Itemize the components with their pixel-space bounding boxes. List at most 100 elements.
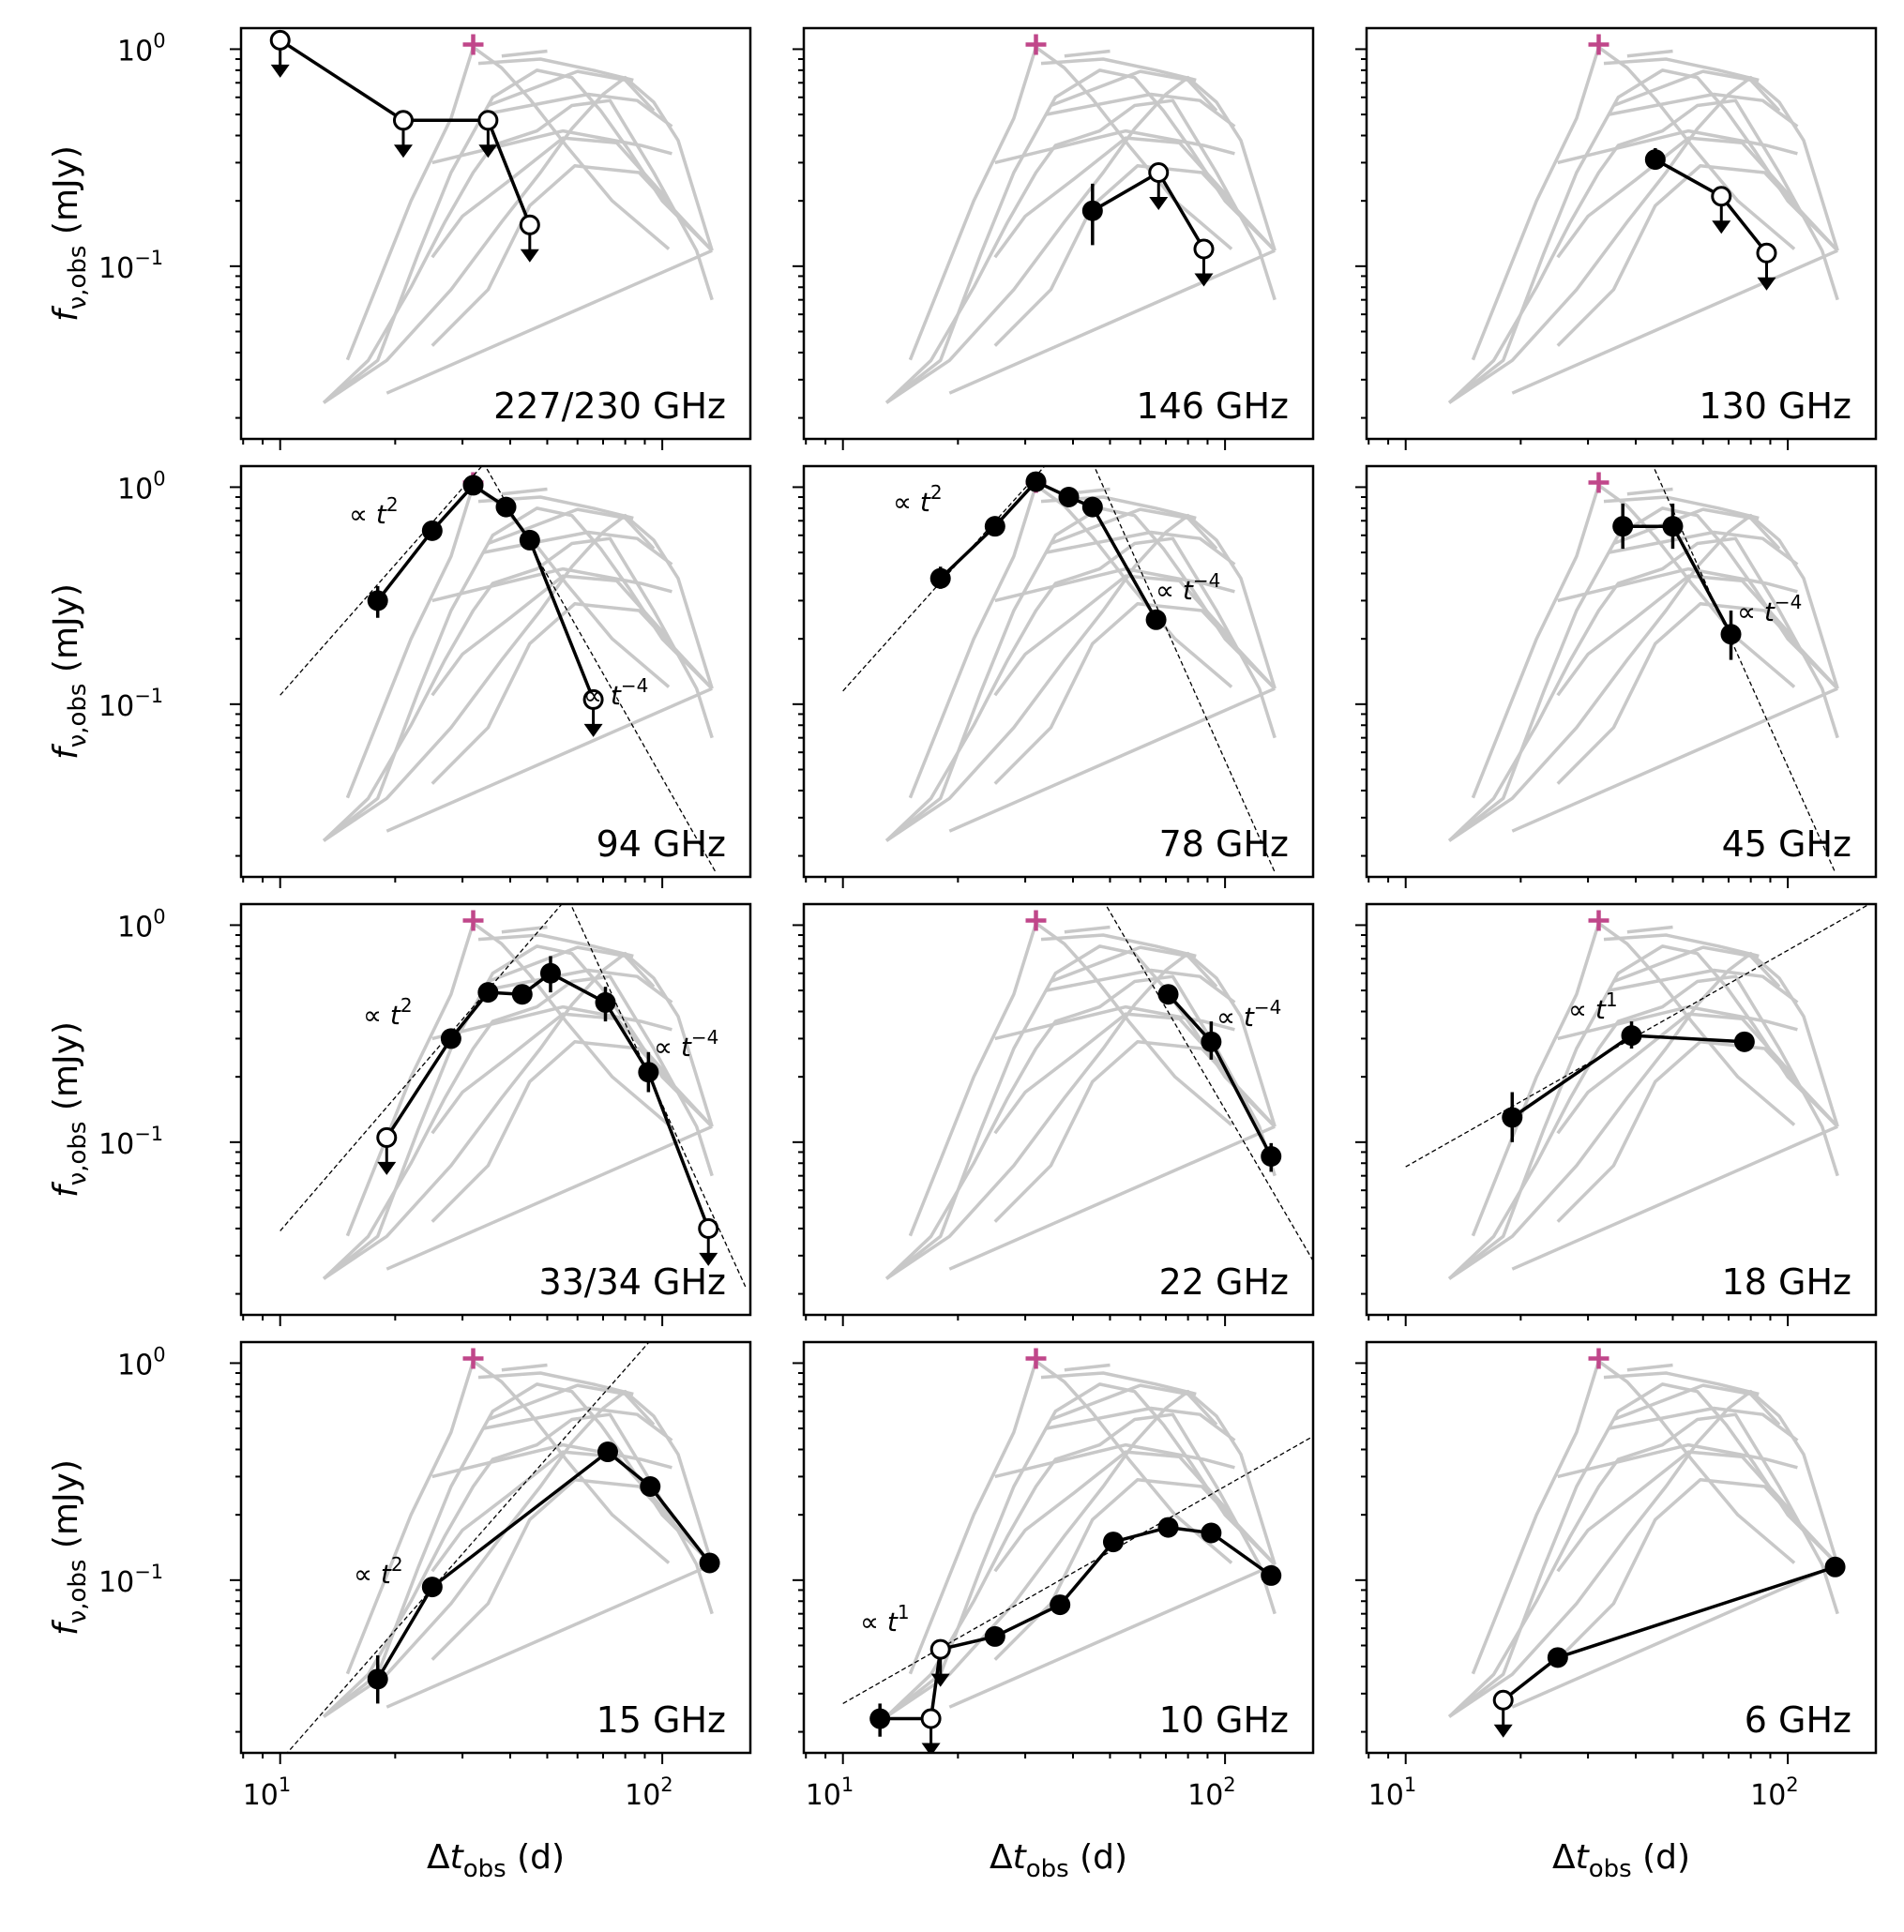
fit-line [280, 466, 483, 696]
data-point [1261, 1564, 1282, 1586]
model-track [322, 536, 714, 842]
panel-frame [239, 26, 752, 441]
y-tick-label: 10−1 [98, 1561, 163, 1599]
model-track [1556, 574, 1796, 697]
fit-label: ∝ t−4 [583, 674, 648, 711]
upper-limit-point [269, 29, 291, 51]
panel-18-ghz: ∝ t1 18 GHz [1355, 902, 1878, 1326]
axis-ticks [1355, 48, 1790, 450]
upper-limit-arrowhead [921, 1743, 941, 1753]
model-track [431, 1012, 671, 1135]
upper-limit-point [698, 1217, 719, 1239]
panel-frame [239, 464, 752, 879]
model-track [948, 249, 1276, 395]
data-point [1157, 984, 1179, 1005]
upper-limit-point [1492, 1689, 1514, 1711]
model-track [993, 1040, 1277, 1223]
model-track [482, 968, 673, 1004]
model-track [1045, 968, 1236, 1004]
data-point [1201, 1522, 1222, 1544]
model-track [994, 1004, 1235, 1041]
fit-label: ∝ t−4 [1737, 591, 1802, 627]
model-track [1045, 1406, 1236, 1442]
plot-area [269, 29, 714, 404]
model-track [994, 1442, 1235, 1479]
panel-6-ghz: 101 102 Δtobs (d) 6 GHz [1355, 1340, 1878, 1883]
model-track [885, 75, 1277, 404]
model-track [323, 513, 714, 842]
model-track [477, 57, 634, 83]
model-track [487, 945, 656, 989]
model-track [1050, 69, 1218, 113]
plot-area [286, 1342, 720, 1753]
panel-130-ghz: 130 GHz [1355, 26, 1878, 450]
model-track [1557, 128, 1798, 165]
data-point [1102, 1532, 1124, 1553]
model-track [1556, 1040, 1839, 1223]
panel-frame [802, 26, 1315, 441]
data-point [869, 1708, 891, 1729]
panel-label: 130 GHz [1699, 385, 1851, 427]
peak-marker [462, 1348, 484, 1369]
model-track [948, 687, 1276, 833]
data-point [1261, 1145, 1282, 1167]
axis-ticks [1355, 924, 1790, 1326]
model-track [1511, 1124, 1838, 1271]
data-point [1621, 1025, 1642, 1047]
model-track [1050, 945, 1218, 989]
data-point [1081, 496, 1103, 518]
model-track [1064, 1363, 1111, 1372]
data-point [477, 982, 499, 1004]
upper-limit-arrowhead [1493, 1724, 1513, 1738]
data-point [1612, 516, 1634, 537]
data-point [539, 962, 561, 984]
data-point [1081, 200, 1103, 221]
model-track [884, 974, 1277, 1280]
x-axis-label: Δtobs (d) [990, 1838, 1127, 1883]
upper-limit-arrowhead [1712, 220, 1731, 234]
data-point [638, 1062, 659, 1083]
x-tick-label: 102 [1187, 1774, 1236, 1812]
panel-frame [239, 902, 752, 1317]
model-track [322, 974, 714, 1280]
model-track [1626, 487, 1673, 496]
plot-area [280, 904, 747, 1288]
data-line [1511, 1034, 1745, 1119]
upper-limit-arrowhead [1757, 277, 1776, 291]
axis-ticks [230, 486, 664, 888]
model-track [1608, 968, 1799, 1004]
axis-ticks [1355, 486, 1790, 888]
model-track [1040, 933, 1197, 958]
data-point [421, 1577, 443, 1598]
y-axis-label: fν,obs (mJy) [47, 1021, 92, 1198]
data-point [1050, 1594, 1071, 1616]
panel-label: 15 GHz [597, 1699, 726, 1741]
data-point [1733, 1031, 1755, 1052]
peak-marker [1588, 910, 1609, 931]
y-tick-label: 10−1 [98, 1123, 163, 1161]
model-track [993, 574, 1233, 697]
model-track [1557, 566, 1798, 603]
data-point [929, 567, 951, 589]
y-axis-label: fν,obs (mJy) [47, 583, 92, 760]
panel-frame [1365, 464, 1878, 879]
model-track [1612, 1383, 1781, 1426]
model-track [1448, 951, 1839, 1280]
plot-area [884, 34, 1277, 404]
model-track [385, 1124, 713, 1271]
model-track [323, 1389, 714, 1718]
model-track [345, 921, 671, 1237]
model-track [1608, 92, 1799, 128]
model-track [1050, 1383, 1218, 1426]
y-axis-label: fν,obs (mJy) [47, 1459, 92, 1636]
plot-area [1447, 1348, 1846, 1738]
data-point [1824, 1556, 1846, 1577]
fit-line [842, 1435, 1313, 1704]
model-track [994, 566, 1235, 603]
model-track [501, 49, 548, 58]
fit-line [286, 1342, 650, 1753]
plot-area [1447, 34, 1839, 404]
data-point [1157, 1517, 1179, 1538]
model-track [431, 574, 671, 697]
